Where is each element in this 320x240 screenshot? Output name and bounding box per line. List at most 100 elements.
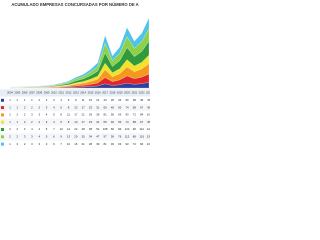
table-header-cell: 2015 <box>88 91 94 95</box>
table-cell: 1 <box>17 98 19 102</box>
table-cell: 13 <box>74 105 78 109</box>
table-cell: 25 <box>82 135 86 139</box>
table-cell: 1 <box>9 120 11 124</box>
table-cell: 21 <box>96 98 100 102</box>
table-cell: 40 <box>111 105 115 109</box>
table-cell: 112 <box>139 127 144 131</box>
table-cell: 3 <box>31 142 33 146</box>
table-cell: 3 <box>17 142 19 146</box>
table-cell: 2 <box>24 120 26 124</box>
table-header-cell: 2023 <box>146 91 150 95</box>
page: ACUMULADO EMPRESAS CONCURSADAS POR NÚMER… <box>0 2 150 146</box>
table-cell: 50 <box>118 105 122 109</box>
table-cell: 81 <box>104 142 108 146</box>
table-row-bg <box>0 125 150 134</box>
table-cell: 8 <box>68 120 70 124</box>
table-row-key <box>1 142 4 146</box>
table-cell: 86 <box>147 105 150 109</box>
table-cell: 17 <box>74 113 78 117</box>
table-cell: 84 <box>118 127 122 131</box>
table-cell: 108 <box>103 127 108 131</box>
table-row-key <box>1 135 4 139</box>
table-cell: 2 <box>46 98 48 102</box>
table-row-bg <box>0 103 150 112</box>
table-cell: 5 <box>46 135 48 139</box>
table-cell: 63 <box>118 142 122 146</box>
table-cell: 34 <box>118 98 122 102</box>
table-cell: 2 <box>24 105 26 109</box>
table-cell: 2 <box>17 135 19 139</box>
table-cell: 31 <box>96 105 100 109</box>
table-header-cell: 2022 <box>139 91 145 95</box>
table-cell: 65 <box>104 120 108 124</box>
table-cell: 93 <box>125 142 129 146</box>
table-cell: 3 <box>46 120 48 124</box>
table-cell: 50 <box>125 98 129 102</box>
table-cell: 2 <box>24 142 26 146</box>
table-row-bg <box>0 118 150 126</box>
table-cell: 93 <box>125 113 129 117</box>
table-header-cell: 2011 <box>58 91 64 95</box>
table-cell: 74 <box>125 120 129 124</box>
table-row-bg <box>0 111 150 119</box>
table-cell: 29 <box>89 113 93 117</box>
table-cell: 72 <box>133 113 137 117</box>
table-cell: 10 <box>67 142 71 146</box>
table-cell: 3 <box>24 127 26 131</box>
table-cell: 9 <box>60 135 62 139</box>
table-row-key <box>1 98 4 102</box>
table-cell: 4 <box>53 105 55 109</box>
table-cell: 66 <box>111 127 115 131</box>
table-cell: 1 <box>31 98 33 102</box>
table-cell: 9 <box>75 98 77 102</box>
table-cell: 101 <box>139 135 144 139</box>
table-cell: 72 <box>133 142 137 146</box>
table-cell: 16 <box>74 142 78 146</box>
table-cell: 21 <box>82 142 86 146</box>
table-cell: 31 <box>96 120 100 124</box>
table-cell: 2 <box>9 135 11 139</box>
table-cell: 11 <box>82 98 85 102</box>
table-cell: 7 <box>53 127 55 131</box>
table-cell: 2 <box>38 105 40 109</box>
table-cell: 124 <box>125 127 130 131</box>
table-cell: 6 <box>60 120 62 124</box>
table-cell: 108 <box>147 142 150 146</box>
table-row-bg <box>0 133 150 141</box>
table-header-cell: 2021 <box>131 91 137 95</box>
table-cell: 52 <box>96 127 100 131</box>
table-cell: 3 <box>24 135 26 139</box>
table-cell: 58 <box>133 120 137 124</box>
table-cell: 50 <box>118 120 122 124</box>
table-cell: 47 <box>96 135 100 139</box>
table-cell: 97 <box>104 135 108 139</box>
table-cell: 4 <box>38 135 40 139</box>
table-cell: 74 <box>125 105 129 109</box>
table-cell: 15 <box>89 98 93 102</box>
table-cell: 4 <box>38 127 40 131</box>
table-cell: 3 <box>46 142 48 146</box>
table-cell: 22 <box>74 127 78 131</box>
table-cell: 5 <box>46 127 48 131</box>
table-cell: 45 <box>140 98 144 102</box>
table-cell: 67 <box>140 105 144 109</box>
table-cell: 3 <box>31 135 33 139</box>
table-cell: 2 <box>31 105 33 109</box>
table-cell: 20 <box>74 135 78 139</box>
table-header-cell: 2017 <box>102 91 108 95</box>
table-cell: 39 <box>96 142 100 146</box>
table-header-cell: 2005 <box>14 91 20 95</box>
table-cell: 6 <box>53 135 55 139</box>
chart-title: ACUMULADO EMPRESAS CONCURSADAS POR NÚMER… <box>11 2 138 7</box>
table-cell: 1 <box>24 98 26 102</box>
table-cell: 4 <box>31 127 33 131</box>
table-cell: 49 <box>111 142 115 146</box>
table-cell: 1 <box>17 105 19 109</box>
table-cell: 86 <box>147 120 150 124</box>
table-cell: 13 <box>67 135 71 139</box>
table-header-bg <box>0 89 150 97</box>
table-cell: 2 <box>9 113 11 117</box>
table-cell: 58 <box>147 98 150 102</box>
table-header-cell: 2013 <box>73 91 79 95</box>
table-header-cell: 2010 <box>51 91 57 95</box>
